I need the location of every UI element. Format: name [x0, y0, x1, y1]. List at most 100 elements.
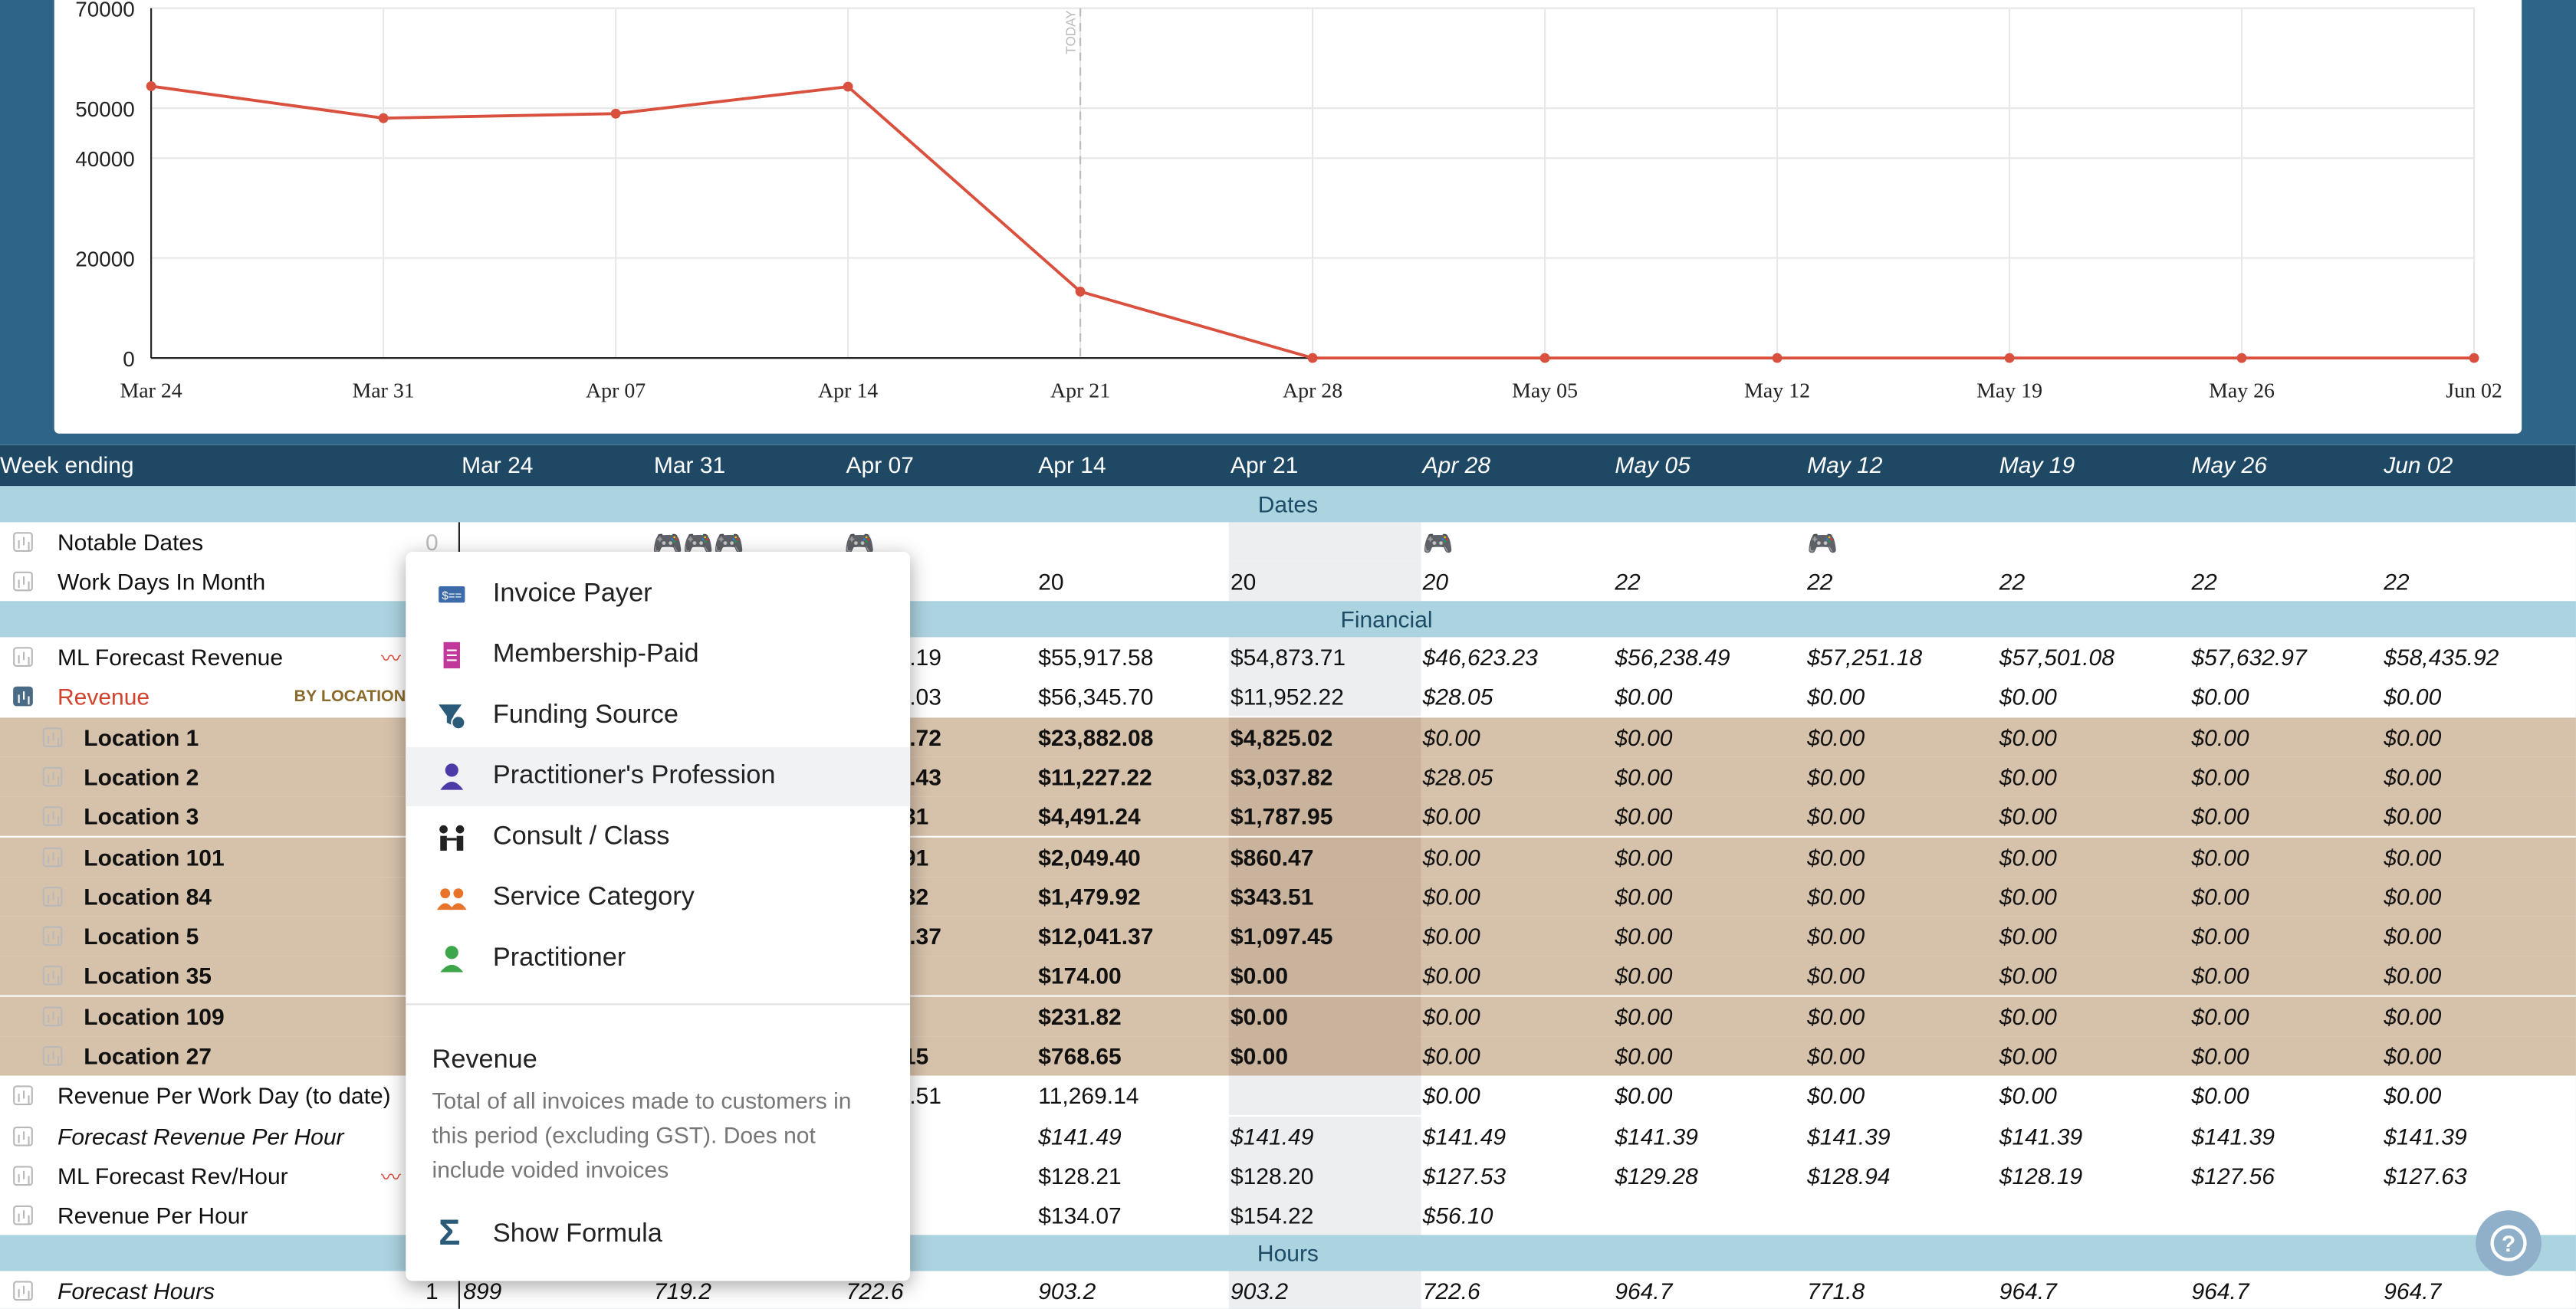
value-cell: $0.00 — [2191, 923, 2249, 950]
chart-toggle-icon[interactable] — [42, 926, 63, 946]
menu-item-service-category[interactable]: Service Category — [406, 869, 910, 928]
chart-toggle-icon[interactable] — [42, 966, 63, 986]
chart-toggle-icon[interactable] — [42, 886, 63, 907]
location-row[interactable]: Location 2 88.43 $11,227.22 $3,037.82 $28.05… — [0, 756, 2576, 797]
chart-toggle-icon[interactable] — [13, 687, 33, 707]
value-cell: $0.00 — [1615, 803, 1673, 830]
value-cell: $4,491.24 — [1038, 803, 1141, 830]
value-cell: $0.00 — [1615, 1042, 1673, 1069]
data-point — [2469, 353, 2479, 363]
value-cell: $0.00 — [1615, 684, 1673, 710]
chart-toggle-icon[interactable] — [13, 1166, 33, 1186]
value-cell: $129.28 — [1615, 1162, 1698, 1189]
value-cell: $0.00 — [1999, 843, 2057, 870]
revenue-per-work-day-row[interactable]: Revenue Per Work Day (to date) 71.51 11,26… — [0, 1076, 2576, 1116]
chart-toggle-icon[interactable] — [42, 766, 63, 787]
ml-forecast-revenue-row[interactable]: ML Forecast Revenue 〰 08.19 $55,917.58 $54,8… — [0, 637, 2576, 677]
value-cell: 903.2 — [1230, 1278, 1289, 1304]
data-point — [1772, 353, 1783, 363]
week-column-header[interactable]: Mar 24 — [462, 451, 534, 478]
chart-toggle-icon[interactable] — [42, 846, 63, 867]
menu-item-consult-class[interactable]: Consult / Class — [406, 808, 910, 867]
chart-toggle-icon[interactable] — [13, 532, 33, 552]
menu-item-funding-source[interactable]: Funding Source — [406, 687, 910, 746]
value-cell: $141.49 — [1038, 1122, 1122, 1150]
week-column-header[interactable]: May 19 — [1999, 451, 2075, 478]
menu-item-label: Service Category — [492, 883, 695, 912]
value-cell: 899 — [463, 1278, 502, 1304]
chart-toggle-icon[interactable] — [42, 727, 63, 747]
value-cell: 22 — [1999, 568, 2026, 595]
location-row[interactable]: Location 10982$231.82$0.00$0.00$0.00$0.0… — [0, 996, 2576, 1036]
row-label: Location 27 — [84, 1042, 212, 1069]
week-header-row: Week ending Mar 24 Mar 31 Apr 07 Apr 14 Apr … — [0, 445, 2576, 487]
value-cell: 22 — [1807, 568, 1833, 595]
value-cell: $0.00 — [2191, 883, 2249, 910]
value-cell: $1,787.95 — [1230, 803, 1333, 830]
menu-item-practitioner[interactable]: Practitioner — [406, 930, 910, 989]
ml-forecast-rev-hour-row[interactable]: ML Forecast Rev/Hour〰76$128.21$128.20$12… — [0, 1156, 2576, 1196]
row-label: Forecast Hours — [57, 1278, 215, 1304]
week-column-header[interactable]: Apr 21 — [1230, 451, 1299, 478]
chart-toggle-icon[interactable] — [42, 1006, 63, 1026]
forecast-revenue-per-hour-row[interactable]: Forecast Revenue Per Hour49$141.49$141.4… — [0, 1116, 2576, 1156]
week-column-header[interactable]: Apr 14 — [1038, 451, 1106, 478]
chart-toggle-icon[interactable] — [13, 1126, 33, 1146]
value-cell: $57,501.08 — [1999, 643, 2114, 671]
value-cell: $0.00 — [2191, 803, 2249, 830]
value-cell: 22 — [1615, 568, 1641, 595]
person-icon — [440, 946, 464, 973]
value-cell: $4,825.02 — [1230, 723, 1333, 750]
x-tick-label: Mar 24 — [120, 379, 182, 403]
work-days-row[interactable]: Work Days In Month 20 20 20 22 22 22 22 22 — [0, 561, 2576, 602]
location-row[interactable]: Location 1 49.72 $23,882.08 $4,825.02 $0.00 $… — [0, 717, 2576, 756]
week-column-header[interactable]: May 05 — [1615, 451, 1691, 478]
value-cell: $231.82 — [1038, 1002, 1122, 1029]
week-column-header[interactable]: Apr 28 — [1422, 451, 1491, 478]
value-cell: $0.00 — [1230, 963, 1289, 989]
help-button[interactable]: ? — [2476, 1210, 2542, 1276]
menu-item-invoice-payer[interactable]: $== Invoice Payer — [406, 565, 910, 624]
week-column-header[interactable]: Apr 07 — [846, 451, 914, 478]
chart-toggle-icon[interactable] — [42, 806, 63, 827]
value-cell: $1,097.45 — [1230, 923, 1333, 950]
chart-toggle-icon[interactable] — [13, 571, 33, 592]
data-point — [2004, 353, 2015, 363]
revenue-row[interactable]: Revenue BY LOCATION 86.03 $56,345.70 $11,952… — [0, 677, 2576, 717]
x-tick-label: Mar 31 — [353, 379, 415, 403]
invoice-icon: $== — [439, 586, 465, 603]
notable-dates-row[interactable]: Notable Dates 0 🎮🎮🎮 🎮 🎮 🎮 — [0, 522, 2576, 562]
chart-toggle-icon[interactable] — [13, 647, 33, 667]
menu-item-membership-paid[interactable]: Membership-Paid — [406, 625, 910, 684]
value-cell: $0.00 — [1807, 1002, 1865, 1029]
revenue-per-hour-row[interactable]: Revenue Per Hour78$134.07$154.22$56.10 — [0, 1196, 2576, 1235]
trend-icon: 〰 — [381, 647, 401, 671]
binoculars-icon[interactable]: 🎮 — [1807, 530, 1838, 559]
location-row[interactable]: Location 38.31$4,491.24$1,787.95$0.00$0.… — [0, 796, 2576, 837]
week-column-header[interactable]: Mar 31 — [653, 451, 726, 478]
row-label: Forecast Revenue Per Hour — [57, 1122, 344, 1150]
value-cell: $0.00 — [1230, 1002, 1289, 1029]
binoculars-icon[interactable]: 🎮 — [1422, 530, 1454, 559]
week-column-header[interactable]: Jun 02 — [2384, 451, 2453, 478]
value-cell: $56.10 — [1422, 1202, 1493, 1229]
location-row[interactable]: Location 847.32$1,479.92$343.51$0.00$0.0… — [0, 876, 2576, 917]
week-column-header[interactable]: May 26 — [2191, 451, 2267, 478]
x-tick-label: May 26 — [2209, 379, 2275, 403]
location-row[interactable]: Location 1017.91$2,049.40$860.47$0.00$0.… — [0, 836, 2576, 877]
chart-toggle-icon[interactable] — [13, 1206, 33, 1225]
location-row[interactable]: Location 5 82.37 $12,041.37 $1,097.45 $0.00 $… — [0, 916, 2576, 956]
chart-toggle-icon[interactable] — [13, 1281, 33, 1301]
show-formula-button[interactable]: Σ Show Formula — [406, 1209, 910, 1265]
value-cell: $0.00 — [1807, 963, 1865, 989]
location-row[interactable]: Location 270.15$768.65$0.00$0.00$0.00$0.… — [0, 1036, 2576, 1076]
value-cell: $0.00 — [2384, 1002, 2442, 1029]
value-cell: $0.00 — [1807, 843, 1865, 870]
menu-item-practitioner-s-profession[interactable]: Practitioner's Profession — [406, 746, 911, 807]
week-column-header[interactable]: May 12 — [1807, 451, 1883, 478]
location-row[interactable]: Location 35 $174.00 $0.00 $0.00 $0.00 $0.00 $0… — [0, 956, 2576, 996]
forecast-hours-row[interactable]: Forecast Hours 1 899 719.2 722.6 903.2 903.2… — [0, 1271, 2576, 1309]
hours-band-label: Hours — [1257, 1239, 1319, 1267]
chart-toggle-icon[interactable] — [13, 1086, 33, 1106]
chart-toggle-icon[interactable] — [42, 1045, 63, 1066]
